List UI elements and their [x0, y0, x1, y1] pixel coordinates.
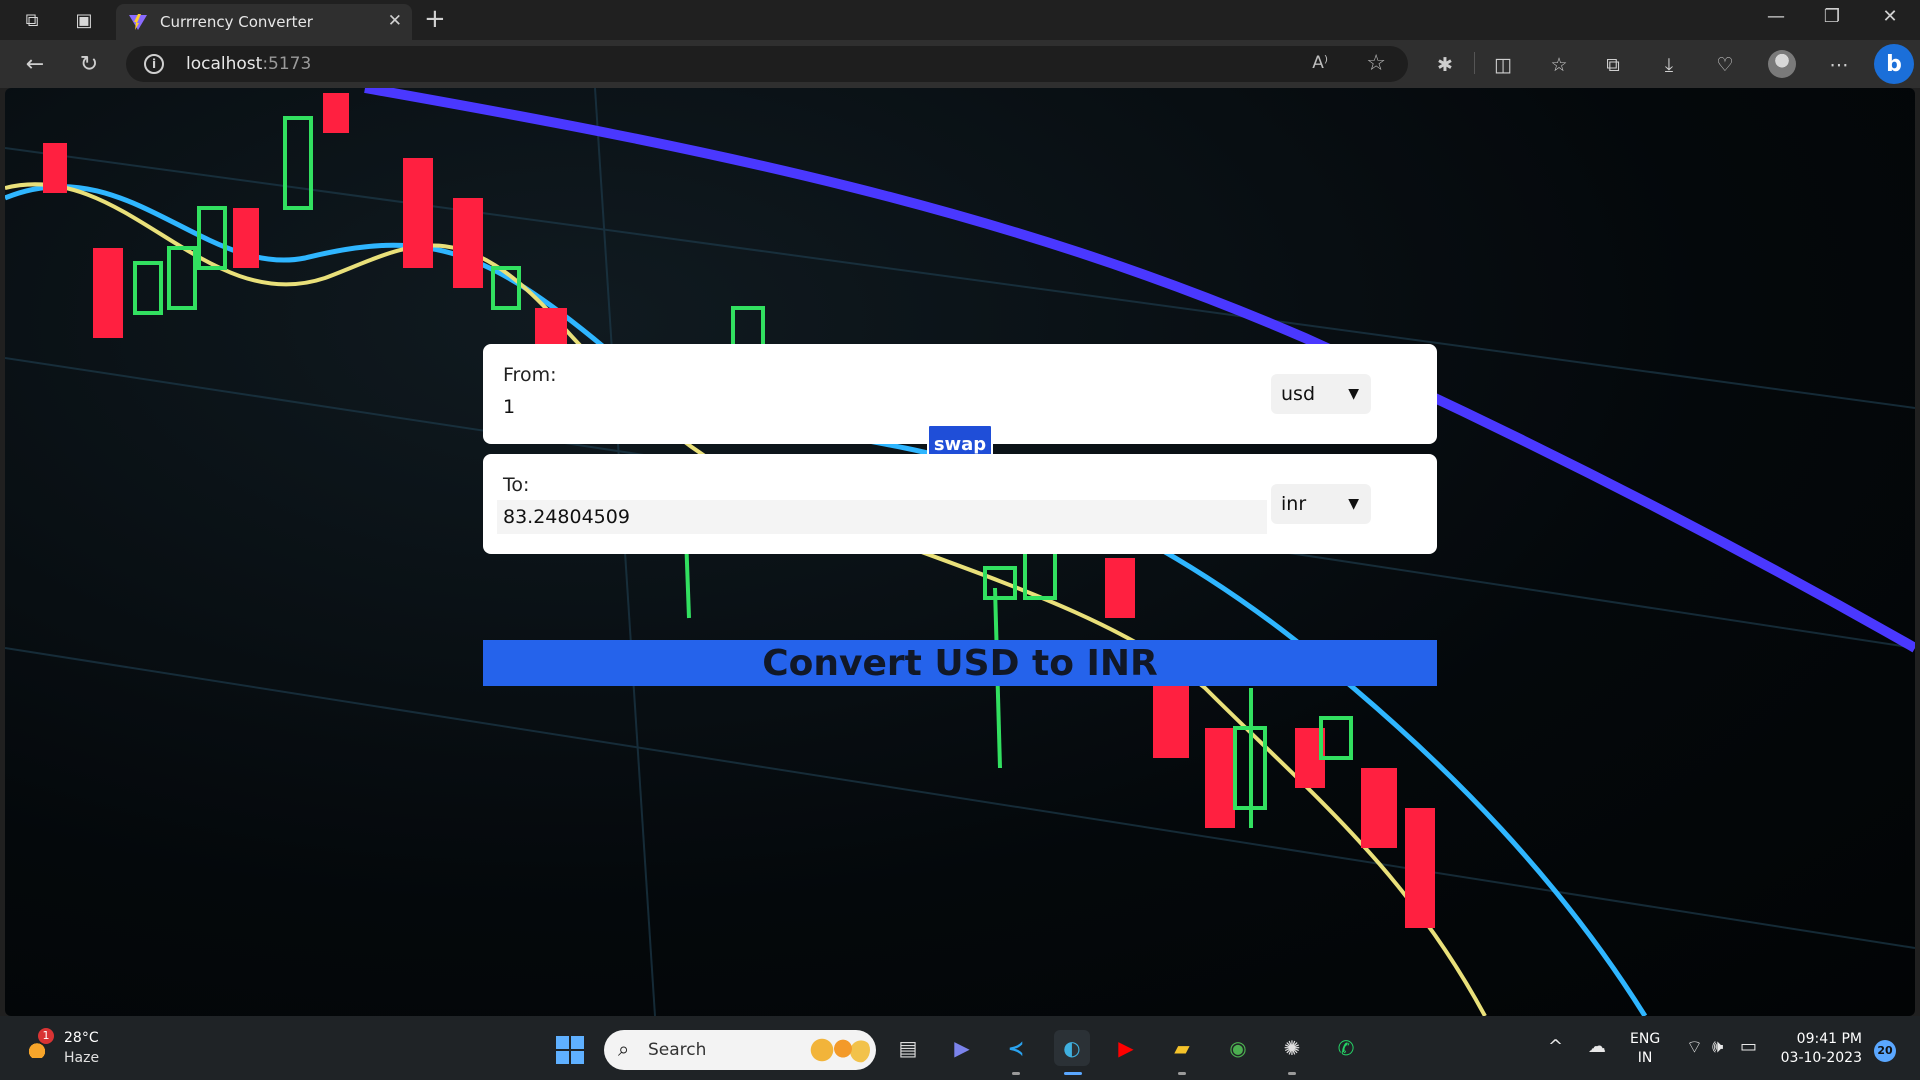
teams-icon[interactable]: ▶: [954, 1036, 970, 1060]
volume-icon[interactable]: 🕪: [1712, 1036, 1724, 1057]
browser-toolbar: ← ↻ i localhost:5173 A⁾ ☆ ✱ ◫ ☆ ⧉ ⤓ ♡ ⋯: [0, 40, 1920, 88]
chevron-down-icon: ▼: [1348, 496, 1359, 512]
favorite-star-icon[interactable]: ☆: [1366, 51, 1386, 76]
taskbar-search[interactable]: ⌕ Search: [604, 1030, 876, 1070]
chevron-down-icon: ▼: [1348, 386, 1359, 402]
region-code: IN: [1637, 1050, 1653, 1066]
to-card: To: inr ▼: [483, 454, 1437, 554]
chrome-icon[interactable]: ◉: [1229, 1036, 1247, 1060]
stock-chart-background-image: [5, 88, 1915, 1016]
read-aloud-icon[interactable]: A⁾: [1312, 53, 1328, 73]
explorer-running-indicator: [1178, 1072, 1186, 1075]
more-options-icon[interactable]: ⋯: [1829, 54, 1849, 76]
windows-taskbar: 1 28°C Haze ⌕ Search ▤ ▶ ≺ ◐ ▶ ▰ ◉ ✺ ✆ ^…: [0, 1016, 1920, 1080]
language-code: ENG: [1630, 1031, 1661, 1047]
page-viewport: From: usd ▼ swap To: inr ▼ Convert USD t…: [5, 88, 1915, 1016]
search-icon: ⌕: [618, 1037, 630, 1061]
edge-icon[interactable]: ◐: [1054, 1030, 1090, 1066]
clock-time: 09:41 PM: [1796, 1031, 1862, 1047]
windows-start-icon[interactable]: [556, 1036, 584, 1064]
address-port: :5173: [262, 54, 312, 74]
from-currency-select[interactable]: usd ▼: [1271, 374, 1371, 414]
toolbar-separator: [1474, 52, 1475, 74]
vertical-tabs-icon[interactable]: ▣: [75, 9, 93, 31]
new-tab-icon[interactable]: +: [424, 4, 446, 34]
to-currency-value: inr: [1281, 493, 1307, 515]
to-currency-select[interactable]: inr ▼: [1271, 484, 1371, 524]
to-amount-input[interactable]: [497, 500, 1267, 534]
from-label: From:: [503, 364, 557, 386]
extensions-icon[interactable]: ✱: [1437, 54, 1453, 76]
weather-widget[interactable]: 1: [22, 1028, 56, 1062]
address-bar[interactable]: i localhost:5173 A⁾ ☆: [126, 46, 1408, 82]
task-view-icon[interactable]: ▤: [898, 1036, 918, 1060]
weather-temperature[interactable]: 28°C: [64, 1030, 99, 1046]
refresh-icon[interactable]: ↻: [79, 51, 99, 77]
battery-icon[interactable]: ▭: [1740, 1036, 1758, 1057]
file-explorer-icon[interactable]: ▰: [1174, 1036, 1190, 1060]
weather-condition[interactable]: Haze: [64, 1050, 100, 1066]
notification-count-badge[interactable]: 20: [1874, 1040, 1896, 1062]
search-placeholder: Search: [648, 1040, 707, 1060]
clock-date: 03-10-2023: [1780, 1050, 1862, 1066]
to-label: To:: [503, 474, 530, 496]
chatgpt-icon[interactable]: ✺: [1283, 1036, 1301, 1060]
convert-button[interactable]: Convert USD to INR: [483, 640, 1437, 686]
profile-avatar[interactable]: [1768, 50, 1796, 78]
onedrive-cloud-icon[interactable]: ☁: [1588, 1036, 1606, 1057]
split-screen-icon[interactable]: ◫: [1494, 54, 1512, 76]
system-clock[interactable]: 09:41 PM 03-10-2023: [1780, 1030, 1862, 1068]
youtube-icon[interactable]: ▶: [1118, 1036, 1134, 1060]
site-info-icon[interactable]: i: [144, 54, 164, 74]
restore-icon[interactable]: ❐: [1823, 6, 1841, 27]
wifi-icon[interactable]: ⌔: [1686, 1037, 1703, 1058]
minimize-icon[interactable]: —: [1767, 6, 1785, 27]
downloads-icon[interactable]: ⤓: [1664, 54, 1674, 76]
vscode-icon[interactable]: ≺: [1007, 1036, 1025, 1060]
whatsapp-icon[interactable]: ✆: [1337, 1036, 1355, 1060]
workspaces-icon[interactable]: ⧉: [25, 9, 39, 31]
collections-icon[interactable]: ⧉: [1606, 54, 1620, 76]
browser-tab-bar: ⧉ ▣ Currrency Converter ✕ + — ❐ ✕: [0, 0, 1920, 40]
address-text[interactable]: localhost:5173: [186, 54, 311, 74]
from-amount-input[interactable]: [497, 390, 1267, 424]
vscode-running-indicator: [1012, 1072, 1020, 1075]
copilot-icon[interactable]: b: [1874, 44, 1914, 84]
tab-title: Currrency Converter: [160, 13, 313, 31]
favorites-icon[interactable]: ☆: [1550, 54, 1568, 76]
address-host: localhost: [186, 54, 263, 74]
close-tab-icon[interactable]: ✕: [387, 11, 402, 31]
chatgpt-running-indicator: [1288, 1072, 1296, 1075]
back-icon[interactable]: ←: [25, 51, 45, 77]
edge-active-indicator: [1064, 1072, 1082, 1075]
window-close-icon[interactable]: ✕: [1882, 6, 1898, 27]
show-hidden-icons-chevron-icon[interactable]: ^: [1548, 1036, 1564, 1057]
language-indicator[interactable]: ENG IN: [1630, 1030, 1660, 1068]
from-currency-value: usd: [1281, 383, 1316, 405]
tab-currency-converter[interactable]: Currrency Converter ✕: [116, 4, 412, 40]
weather-badge: 1: [38, 1028, 54, 1044]
search-highlight-icon: [810, 1036, 870, 1064]
vite-favicon-icon: [129, 14, 147, 30]
performance-icon[interactable]: ♡: [1716, 54, 1734, 76]
